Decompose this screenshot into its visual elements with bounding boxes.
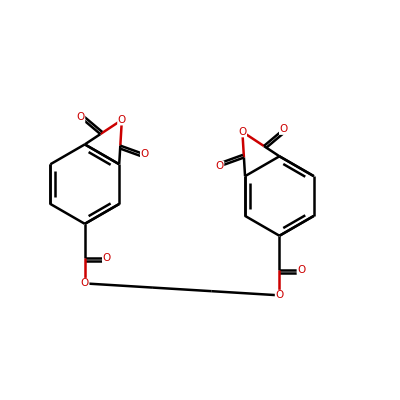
Text: O: O (102, 252, 111, 262)
Text: O: O (275, 290, 284, 300)
Text: O: O (216, 161, 224, 171)
Text: O: O (140, 149, 149, 159)
Text: O: O (297, 264, 306, 274)
Text: O: O (280, 124, 288, 134)
Text: O: O (238, 127, 246, 137)
Text: O: O (81, 278, 89, 288)
Text: O: O (118, 115, 126, 125)
Text: O: O (76, 112, 85, 122)
